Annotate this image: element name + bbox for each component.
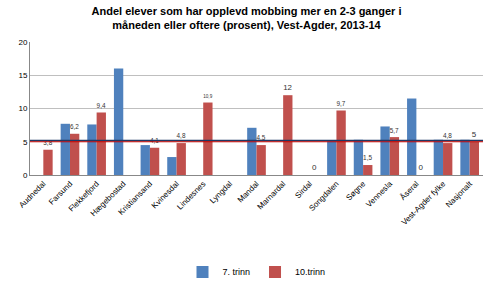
svg-text:7. trinn: 7. trinn	[223, 267, 251, 277]
svg-text:Songdalen: Songdalen	[307, 179, 340, 212]
svg-text:Farsund: Farsund	[47, 179, 74, 206]
svg-text:Lyngdal: Lyngdal	[208, 179, 234, 205]
svg-text:Hægebostad: Hægebostad	[89, 179, 128, 218]
svg-text:Marnardal: Marnardal	[256, 179, 288, 211]
svg-text:12: 12	[283, 83, 292, 92]
svg-text:Nasjonalt: Nasjonalt	[444, 179, 474, 209]
svg-text:6,2: 6,2	[70, 123, 79, 130]
svg-text:10,9: 10,9	[203, 94, 212, 99]
svg-text:4,5: 4,5	[257, 134, 266, 141]
svg-text:Vest-Agder fylke: Vest-Agder fylke	[400, 179, 448, 227]
svg-text:Sirdal: Sirdal	[293, 179, 314, 200]
svg-text:0: 0	[419, 163, 424, 172]
svg-text:4,8: 4,8	[443, 132, 452, 139]
svg-text:Andel elever som har opplevd m: Andel elever som har opplevd mobbing mer…	[92, 5, 402, 31]
svg-text:Audnedal: Audnedal	[17, 179, 47, 209]
svg-text:10.trinn: 10.trinn	[295, 267, 325, 277]
svg-text:Kvinesdal: Kvinesdal	[150, 179, 181, 210]
svg-text:5: 5	[23, 138, 28, 147]
svg-text:0: 0	[23, 171, 28, 180]
svg-text:Flekkefjord: Flekkefjord	[67, 179, 101, 213]
svg-text:Lindesnes: Lindesnes	[175, 179, 207, 211]
svg-text:1,5: 1,5	[363, 154, 372, 161]
svg-text:Åseral: Åseral	[398, 179, 421, 202]
svg-text:Vennesla: Vennesla	[364, 179, 394, 209]
svg-text:Kristiansand: Kristiansand	[117, 179, 154, 216]
svg-text:9,4: 9,4	[97, 102, 106, 109]
svg-text:4,1: 4,1	[150, 137, 159, 144]
svg-text:5: 5	[472, 130, 477, 139]
svg-text:10: 10	[18, 104, 27, 113]
svg-text:3,8: 3,8	[43, 139, 52, 146]
svg-text:Mandal: Mandal	[236, 179, 261, 204]
svg-text:5,7: 5,7	[390, 127, 399, 134]
svg-text:20: 20	[18, 38, 27, 47]
svg-text:Søgne: Søgne	[344, 179, 367, 202]
svg-text:9,7: 9,7	[336, 100, 345, 107]
svg-text:15: 15	[18, 71, 27, 80]
svg-text:0: 0	[312, 163, 317, 172]
svg-text:4,8: 4,8	[177, 132, 186, 139]
